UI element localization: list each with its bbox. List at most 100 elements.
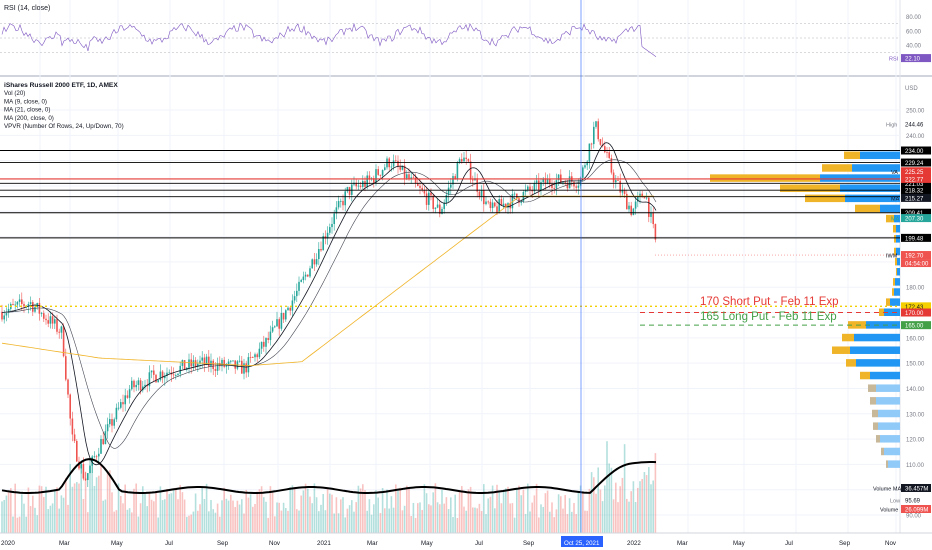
vpvr-up-row — [895, 278, 900, 286]
time-axis[interactable] — [0, 533, 932, 550]
volume-value — [901, 505, 931, 513]
vpvr-down-row — [893, 224, 896, 233]
volume-bar — [91, 460, 93, 533]
candle-body — [331, 223, 333, 228]
candle-body — [447, 187, 450, 195]
candle-body — [5, 312, 8, 316]
volume-bar — [333, 513, 335, 533]
short-put-label — [901, 308, 931, 317]
volume-bar — [194, 493, 197, 533]
volume-bar — [320, 504, 322, 533]
vpvr-up-row — [890, 298, 900, 306]
candle-body — [381, 170, 384, 176]
candle-body — [384, 167, 386, 171]
volume-bar — [225, 498, 228, 533]
volume-bar — [84, 472, 87, 533]
countdown-text: 04:54:00 — [905, 262, 929, 268]
red-level-label — [901, 174, 931, 183]
volume-bar — [265, 501, 267, 533]
short-put-annotation[interactable]: 170 Short Put - Feb 11 Exp — [700, 296, 839, 308]
candle-body — [65, 356, 67, 380]
volume-bar — [256, 491, 258, 533]
vpvr-down-row — [832, 346, 850, 354]
volume-bar — [274, 516, 276, 533]
candle-body — [291, 300, 294, 311]
candle-body — [43, 313, 45, 319]
volume-bar — [159, 486, 162, 533]
volume-bar — [177, 499, 179, 533]
rsi-axis[interactable]: 80.00 60.00 40.00 — [906, 15, 922, 50]
level-label-text: 221.03 — [905, 182, 924, 188]
volume-bar — [540, 504, 542, 533]
legend-line[interactable]: MA (200, close, 0) — [4, 115, 54, 122]
volume-bar — [557, 494, 560, 533]
volume-bar — [49, 505, 52, 533]
volume-bar — [252, 506, 254, 533]
legend-line[interactable]: MA (9, close, 0) — [4, 98, 47, 105]
volume-bar — [586, 510, 588, 533]
volume-bar — [289, 487, 291, 533]
volume-bar — [82, 499, 85, 533]
vpvr-up-row — [896, 247, 900, 256]
volume-bar — [544, 493, 547, 533]
candle-body — [159, 371, 162, 381]
vpvr-up-row — [894, 288, 900, 296]
volume-bar — [111, 492, 113, 533]
vpvr-down-row — [860, 371, 870, 380]
volume-bar — [533, 495, 536, 533]
long-put-annotation[interactable]: 165 Long Put - Feb 11 Exp — [700, 311, 837, 323]
candle-body — [575, 186, 577, 188]
volume-bar — [65, 477, 67, 533]
vpvr-up-row — [888, 460, 900, 468]
candle-body — [18, 299, 21, 302]
volume-bar — [342, 497, 344, 533]
candle-body — [1, 311, 3, 320]
legend-line[interactable]: Vol (20) — [4, 90, 25, 97]
candle-body — [557, 174, 560, 181]
volume-bar — [522, 489, 525, 533]
volume-bar — [617, 502, 619, 533]
volume-bar — [480, 511, 483, 533]
time-label: Sep — [523, 540, 535, 547]
volume-bar — [124, 484, 126, 533]
volume-bar — [337, 513, 340, 533]
volume-bar — [153, 501, 155, 533]
volume-bar — [34, 507, 36, 533]
candle-body — [100, 439, 102, 454]
volume-bar — [599, 489, 602, 533]
volume-bar — [520, 495, 522, 533]
volume-bar — [414, 517, 417, 533]
volume-bar — [95, 477, 98, 533]
volume-bar — [643, 472, 646, 533]
volume-bar — [403, 505, 406, 533]
candle-body — [287, 307, 289, 311]
candle-body — [425, 193, 428, 205]
legend-line[interactable]: MA (21, close, 0) — [4, 107, 50, 114]
red-level-label-text: 222.77 — [905, 177, 924, 183]
candle-body — [606, 152, 608, 154]
legend-line[interactable]: VPVR (Number Of Rows, 24, Up/Down, 70) — [4, 123, 124, 130]
main-pane[interactable] — [0, 78, 900, 533]
candle-body — [397, 160, 399, 167]
rsi-pane[interactable] — [0, 0, 900, 74]
time-label: Nov — [269, 540, 281, 547]
volume-bar — [408, 487, 410, 533]
candle-body — [289, 307, 291, 311]
candle-body — [582, 167, 584, 178]
candle-body — [432, 195, 434, 209]
candle-body — [403, 165, 406, 179]
volume-bar — [122, 503, 124, 533]
legend-line[interactable]: iShares Russell 2000 ETF, 1D, AMEX — [4, 82, 118, 89]
volume-bar — [527, 483, 529, 533]
candle-body — [628, 205, 630, 210]
candle-body — [315, 259, 318, 265]
volume-bar — [60, 495, 63, 533]
volume-bar — [397, 489, 399, 533]
vpvr-up-row — [870, 371, 900, 380]
volume-bar — [432, 492, 434, 533]
vpvr-up-row — [860, 151, 900, 160]
volume-bar — [115, 510, 118, 533]
rsi-legend[interactable]: RSI (14, close) — [4, 5, 50, 12]
